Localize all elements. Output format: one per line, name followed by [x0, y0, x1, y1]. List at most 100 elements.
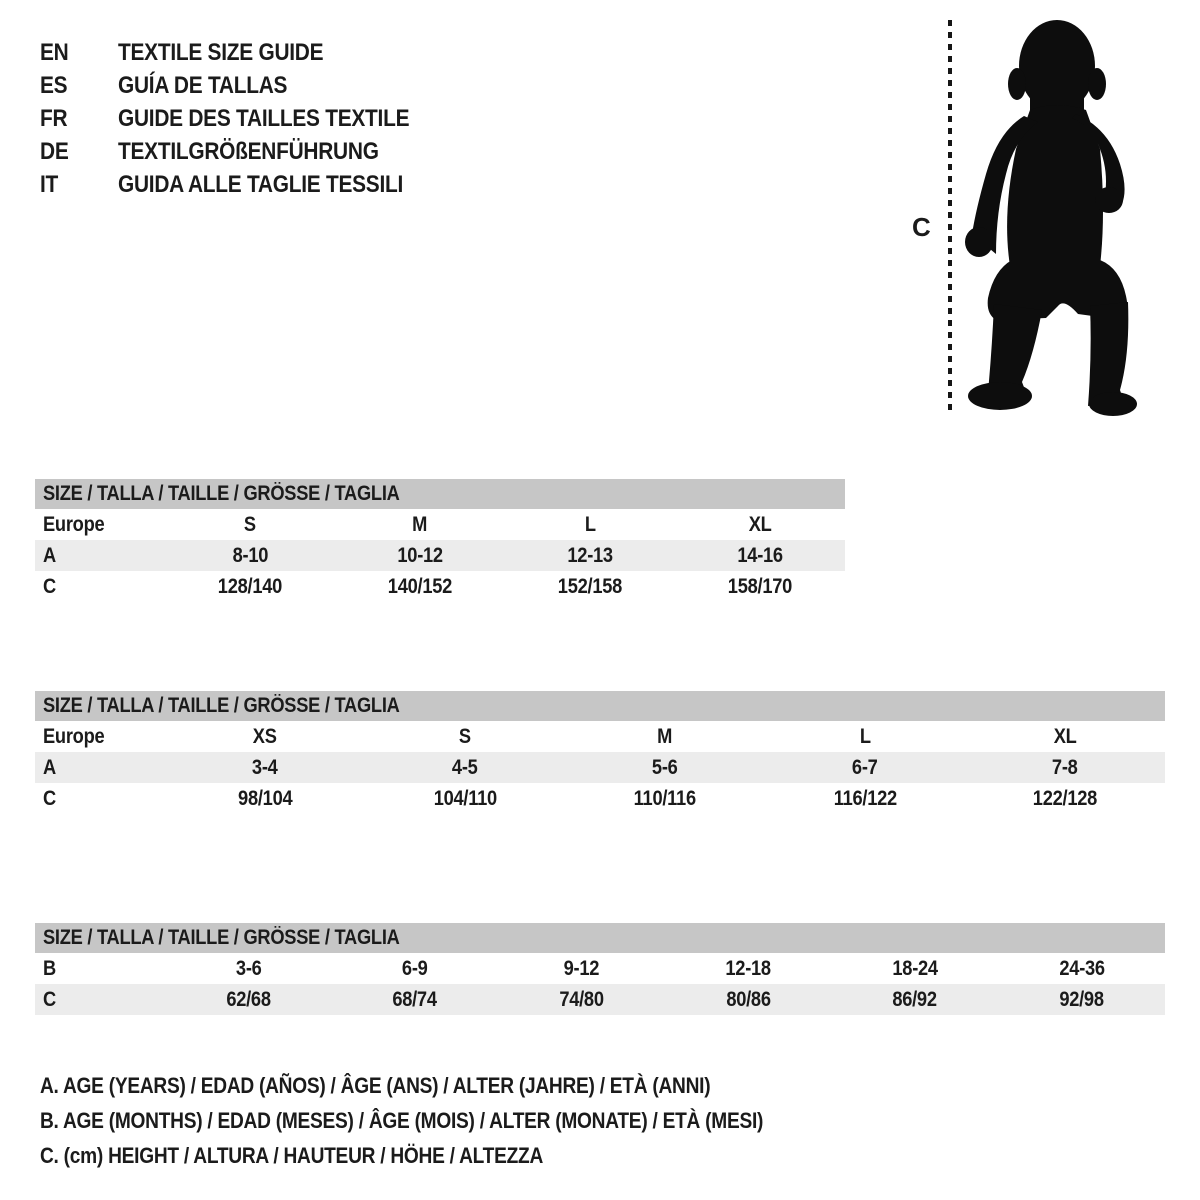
table-row: A 3-4 4-5 5-6 6-7 7-8: [35, 752, 1165, 783]
table-cell: S: [459, 724, 471, 748]
size-table-junior: SIZE / TALLA / TAILLE / GRÖSSE / TAGLIA …: [35, 432, 845, 602]
language-title: GUIDE DES TAILLES TEXTILE: [118, 104, 410, 132]
table-cell: 92/98: [1059, 987, 1104, 1011]
legend-line: C. (cm) HEIGHT / ALTURA / HAUTEUR / HÖHE…: [40, 1142, 544, 1168]
language-row: EN TEXTILE SIZE GUIDE: [40, 36, 453, 69]
table-cell: 158/170: [727, 574, 793, 598]
table-cell: M: [657, 724, 673, 748]
table-cell: 3-6: [235, 956, 262, 980]
table-grid: SIZE / TALLA / TAILLE / GRÖSSE / TAGLIA …: [35, 923, 1165, 1015]
table-title: [35, 843, 1165, 876]
table-cell: 74/80: [559, 987, 604, 1011]
legend-line: A. AGE (YEARS) / EDAD (AÑOS) / ÂGE (ANS)…: [40, 1072, 711, 1098]
table-cell: XS: [253, 724, 277, 748]
table-grid: SIZE / TALLA / TAILLE / GRÖSSE / TAGLIA …: [35, 691, 1165, 814]
height-measure-label: C: [912, 212, 931, 242]
table-rows: Europe XS S M L XL A 3-4 4-5 5-6 6-7 7-8…: [35, 721, 1165, 814]
table-cell: 6-9: [402, 956, 428, 980]
table-title: [35, 638, 1165, 664]
language-list: EN TEXTILE SIZE GUIDE ES GUÍA DE TALLAS …: [40, 36, 453, 201]
table-row: C 98/104 104/110 110/116 116/122 122/128: [35, 783, 1165, 814]
size-table-children: SIZE / TALLA / TAILLE / GRÖSSE / TAGLIA …: [35, 638, 1165, 814]
table-cell: 24-36: [1058, 956, 1105, 980]
table-cell: M: [412, 512, 428, 536]
table-cell: 4-5: [452, 755, 478, 779]
table-cell: 152/158: [557, 574, 623, 598]
table-row: Europe S M L XL: [35, 509, 845, 540]
row-label: A: [43, 755, 56, 779]
table-cell: 104/110: [433, 786, 497, 810]
table-row: C 62/68 68/74 74/80 80/86 86/92 92/98: [35, 984, 1165, 1015]
language-title: TEXTILE SIZE GUIDE: [118, 38, 324, 66]
table-cell: 12-18: [725, 956, 772, 980]
size-header-label: SIZE / TALLA / TAILLE / GRÖSSE / TAGLIA: [43, 482, 400, 505]
size-header-label: SIZE / TALLA / TAILLE / GRÖSSE / TAGLIA: [43, 926, 400, 949]
table-titles: [35, 638, 1165, 664]
language-code: ES: [40, 71, 68, 99]
table-row: A 8-10 10-12 12-13 14-16: [35, 540, 845, 571]
table-cell: L: [584, 512, 596, 536]
table-cell: 5-6: [652, 755, 678, 779]
table-cell: 7-8: [1052, 755, 1078, 779]
row-label: C: [43, 786, 56, 810]
table-row: Europe XS S M L XL: [35, 721, 1165, 752]
table-cell: 122/128: [1032, 786, 1098, 810]
row-label: A: [43, 543, 56, 567]
language-row: ES GUÍA DE TALLAS: [40, 69, 453, 102]
language-row: DE TEXTILGRÖßENFÜHRUNG: [40, 135, 453, 168]
size-header-bar: SIZE / TALLA / TAILLE / GRÖSSE / TAGLIA: [35, 923, 1165, 953]
table-cell: 110/116: [633, 786, 697, 810]
table-cell: 18-24: [892, 956, 938, 980]
table-cell: 10-12: [397, 543, 443, 567]
legend-line: B. AGE (MONTHS) / EDAD (MESES) / ÂGE (MO…: [40, 1107, 764, 1133]
language-code: FR: [40, 104, 68, 132]
table-cell: 14-16: [737, 543, 783, 567]
table-cell: XL: [748, 512, 772, 536]
table-cell: 6-7: [852, 755, 878, 779]
table-cell: 86/92: [892, 987, 938, 1011]
row-label: C: [43, 574, 56, 598]
table-row: C 128/140 140/152 152/158 158/170: [35, 571, 845, 602]
table-cell: 116/122: [833, 786, 897, 810]
table-title: [35, 432, 845, 458]
table-cell: 80/86: [726, 987, 771, 1011]
size-table-babies: SIZE / TALLA / TAILLE / GRÖSSE / TAGLIA …: [35, 843, 1165, 1015]
table-cell: 140/152: [387, 574, 453, 598]
table-grid: SIZE / TALLA / TAILLE / GRÖSSE / TAGLIA …: [35, 479, 845, 602]
language-title: GUIDA ALLE TAGLIE TESSILI: [118, 170, 404, 198]
table-cell: 128/140: [217, 574, 283, 598]
language-code: IT: [40, 170, 59, 198]
table-cell: 9-12: [563, 956, 600, 980]
row-label: Europe: [43, 512, 105, 536]
size-header-label: SIZE / TALLA / TAILLE / GRÖSSE / TAGLIA: [43, 694, 400, 717]
table-cell: 3-4: [252, 755, 278, 779]
table-cell: 62/68: [226, 987, 271, 1011]
table-cell: S: [244, 512, 256, 536]
toddler-silhouette-icon: [965, 20, 1137, 416]
row-label: Europe: [43, 724, 105, 748]
row-label: C: [43, 987, 56, 1011]
language-title: GUÍA DE TALLAS: [118, 71, 288, 99]
row-label: B: [43, 956, 56, 980]
table-cell: 68/74: [392, 987, 438, 1011]
size-header-bar: SIZE / TALLA / TAILLE / GRÖSSE / TAGLIA: [35, 479, 845, 509]
table-rows: B 3-6 6-9 9-12 12-18 18-24 24-36 C 62/68…: [35, 953, 1165, 1015]
table-cell: 98/104: [237, 786, 293, 810]
language-row: IT GUIDA ALLE TAGLIE TESSILI: [40, 168, 453, 201]
table-title: [35, 876, 1165, 909]
table-titles: [35, 843, 1165, 909]
table-cell: 12-13: [567, 543, 613, 567]
language-title: TEXTILGRÖßENFÜHRUNG: [118, 137, 379, 165]
language-row: FR GUIDE DES TAILLES TEXTILE: [40, 102, 453, 135]
table-cell: XL: [1053, 724, 1077, 748]
table-row: B 3-6 6-9 9-12 12-18 18-24 24-36: [35, 953, 1165, 984]
table-rows: Europe S M L XL A 8-10 10-12 12-13 14-16…: [35, 509, 845, 602]
table-titles: [35, 432, 845, 458]
size-header-bar: SIZE / TALLA / TAILLE / GRÖSSE / TAGLIA: [35, 691, 1165, 721]
table-cell: L: [859, 724, 871, 748]
language-code: EN: [40, 38, 69, 66]
language-code: DE: [40, 137, 69, 165]
measurement-legend: A. AGE (YEARS) / EDAD (AÑOS) / ÂGE (ANS)…: [40, 1068, 871, 1173]
height-measure-line: [948, 20, 952, 416]
table-cell: 8-10: [232, 543, 268, 567]
